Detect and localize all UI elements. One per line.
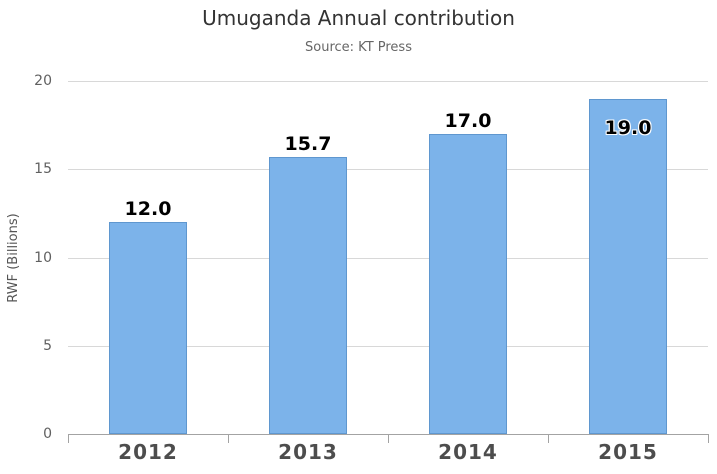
- bar-2014: [429, 133, 507, 434]
- axis-tick: [68, 434, 69, 443]
- chart-subtitle: Source: KT Press: [305, 40, 412, 55]
- y-tick-label: 15: [34, 161, 52, 178]
- axis-tick: [548, 434, 549, 443]
- y-tick-label: 10: [34, 249, 52, 266]
- bar-2012: [109, 222, 187, 434]
- bar-value-label: 17.0: [444, 109, 492, 132]
- gridline: [68, 169, 708, 171]
- y-tick-label: 5: [43, 337, 52, 354]
- x-axis-label: 2015: [598, 440, 658, 464]
- axis-tick: [228, 434, 229, 443]
- x-axis-label: 2012: [118, 440, 178, 464]
- axis-tick: [708, 434, 709, 443]
- bar-value-label: 19.0: [604, 116, 652, 139]
- axis-tick: [388, 434, 389, 443]
- x-axis-label: 2014: [438, 440, 498, 464]
- x-axis-label: 2013: [278, 440, 338, 464]
- chart-title: Umuganda Annual contribution: [202, 6, 515, 30]
- bar-value-label: 15.7: [284, 132, 332, 155]
- y-tick-label: 0: [43, 426, 52, 442]
- y-tick-label: 20: [34, 73, 52, 89]
- bar-2015: [589, 98, 667, 434]
- bar-value-label: 12.0: [124, 198, 172, 221]
- bar-2013: [269, 156, 347, 434]
- gridline: [68, 345, 708, 347]
- gridline: [68, 257, 708, 259]
- gridline: [68, 81, 708, 82]
